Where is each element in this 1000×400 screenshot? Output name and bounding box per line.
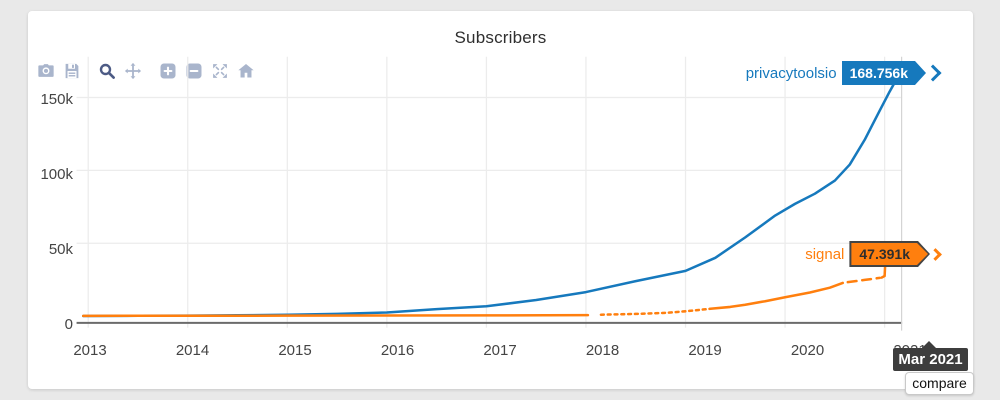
modebar <box>33 60 268 82</box>
value-badge-signal: 47.391k <box>851 243 928 265</box>
value-badge-border: 47.391k <box>849 241 930 267</box>
hoverlabel-privacytoolsio: privacytoolsio 168.756k <box>745 60 942 86</box>
arrow-chevron-icon <box>924 64 942 82</box>
series-line-signal <box>599 307 712 316</box>
x-tick-label: 2018 <box>585 342 620 359</box>
tooltip-label: Mar 2021 <box>898 351 963 368</box>
camera-icon[interactable] <box>33 61 59 82</box>
series-line-signal <box>846 276 881 284</box>
compare-button[interactable]: compare <box>905 372 974 395</box>
series-name-signal: signal <box>805 245 845 263</box>
zoom-out-icon[interactable] <box>181 61 207 82</box>
hoverlabel-signal: signal 47.391k <box>805 241 942 267</box>
home-icon[interactable] <box>233 61 259 82</box>
series-line-privacytoolsio <box>82 68 903 318</box>
x-tick-label: 2019 <box>688 342 722 359</box>
save-icon[interactable] <box>59 61 85 82</box>
y-tick-label: 100k <box>40 166 73 183</box>
x-tick-label: 2017 <box>483 342 517 359</box>
x-tick-label: 2020 <box>790 342 825 359</box>
zoom-icon[interactable] <box>94 61 120 82</box>
x-tick-label: 2013 <box>73 342 107 359</box>
chart-title: Subscribers <box>454 28 547 47</box>
hover-date-tooltip: Mar 2021 <box>893 341 968 371</box>
modebar-group <box>94 61 146 82</box>
chart-canvas[interactable] <box>28 11 973 389</box>
series-name-privacytoolsio: privacytoolsio <box>745 64 837 82</box>
arrow-chevron-icon <box>929 247 942 261</box>
y-tick-label: 50k <box>48 241 73 258</box>
y-tick-label: 150k <box>40 91 73 108</box>
pan-icon[interactable] <box>120 61 146 82</box>
x-tick-label: 2015 <box>278 342 312 359</box>
tooltip-arrow-icon <box>922 341 936 348</box>
zoom-in-icon[interactable] <box>155 61 181 82</box>
modebar-group <box>33 61 85 82</box>
value-badge-privacytoolsio: 168.756k <box>842 61 926 85</box>
y-tick-label: 0 <box>64 316 73 333</box>
series-line-signal <box>709 281 845 311</box>
x-tick-label: 2014 <box>175 342 210 359</box>
x-tick-label: 2016 <box>380 342 415 359</box>
autoscale-icon[interactable] <box>207 61 233 82</box>
series-line-signal <box>82 313 590 318</box>
chart-plot-area[interactable] <box>28 11 973 389</box>
modebar-group <box>155 61 259 82</box>
chart-card: Subscribers privacytoolsio 168.756k sign… <box>28 11 974 395</box>
